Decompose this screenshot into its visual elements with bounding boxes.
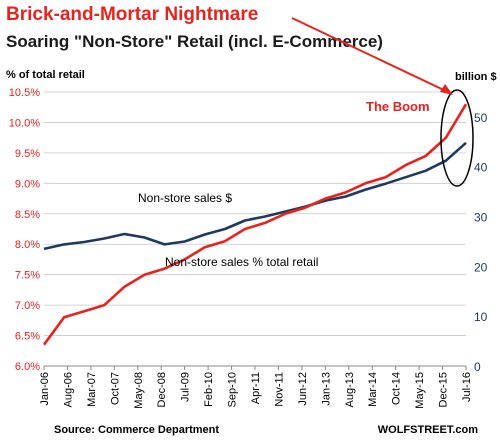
right-tick-label: 20 <box>474 260 488 274</box>
gridlines <box>44 91 466 367</box>
brand-watermark: WOLFSTREET.com <box>378 424 478 436</box>
x-tick-label: Nov-11 <box>273 372 285 407</box>
x-tick-label: Sep-10 <box>227 372 239 407</box>
left-tick-label: 8.5% <box>15 209 40 221</box>
x-tick-label: Mar-14 <box>367 372 379 407</box>
x-tick-label: Feb-10 <box>203 372 215 407</box>
x-tick-label: May-15 <box>414 372 426 409</box>
left-axis-ticks: 6.0% 6.5% 7.0% 7.5% 8.0% 8.5% 9.0% 9.5% 10.0% 10.… <box>9 87 40 373</box>
left-tick-label: 8.0% <box>15 239 40 251</box>
left-tick-label: 9.0% <box>15 178 40 190</box>
right-tick-label: 50 <box>474 111 488 125</box>
arrow-shaft <box>291 17 449 93</box>
left-axis-label: % of total retail <box>6 69 85 81</box>
right-tick-label: 40 <box>474 161 488 175</box>
x-tick-label: Dec-15 <box>438 372 450 407</box>
x-tick-label: Aug-06 <box>62 372 74 407</box>
x-tick-label: Oct-14 <box>391 372 403 405</box>
series-line-percent <box>42 103 468 346</box>
left-tick-label: 9.5% <box>15 148 40 160</box>
right-tick-label: 0 <box>474 360 481 374</box>
series-line-dollars <box>43 141 467 251</box>
x-tick-label: Jul-09 <box>180 372 192 402</box>
x-tick-label: Mar-07 <box>86 372 98 407</box>
x-tick-label: Aug-13 <box>344 372 356 407</box>
series-label-percent: Non-store sales % total retail <box>165 255 318 269</box>
left-tick-label: 6.0% <box>15 361 40 373</box>
boom-ellipse <box>440 89 474 187</box>
series-layer <box>42 103 468 346</box>
left-tick-label: 7.5% <box>15 270 40 282</box>
boom-annotation: The Boom <box>366 99 430 114</box>
series-label-dollars: Non-store sales $ <box>138 191 232 205</box>
x-tick-label: Oct-07 <box>109 372 121 405</box>
left-tick-label: 10.5% <box>9 87 40 99</box>
x-axis-ticks: Jan-06 Aug-06 Mar-07 Oct-07 May-08 Dec-08 Jul-… <box>39 366 473 409</box>
source-note: Source: Commerce Department <box>54 424 219 436</box>
left-tick-label: 6.5% <box>15 331 40 343</box>
x-tick-label: Apr-11 <box>250 372 262 404</box>
x-tick-label: Jan-06 <box>39 372 51 406</box>
x-tick-label: Jun-12 <box>297 372 309 406</box>
right-tick-label: 30 <box>474 211 488 225</box>
x-tick-label: May-08 <box>133 372 145 409</box>
arrow-head <box>440 84 453 95</box>
right-axis-ticks: 0 10 20 30 40 50 <box>474 111 488 374</box>
x-tick-label: Jul-16 <box>461 372 473 402</box>
right-tick-label: 10 <box>474 310 488 324</box>
left-tick-label: 7.0% <box>15 300 40 312</box>
right-axis-label: billion $ <box>455 71 497 83</box>
chart-title: Brick-and-Mortar Nightmare <box>6 4 258 25</box>
x-tick-label: Dec-08 <box>156 372 168 407</box>
left-tick-label: 10.0% <box>9 117 40 129</box>
x-tick-label: Jan-13 <box>320 372 332 406</box>
chart-subtitle: Soaring "Non-Store" Retail (incl. E-Comm… <box>6 32 383 51</box>
